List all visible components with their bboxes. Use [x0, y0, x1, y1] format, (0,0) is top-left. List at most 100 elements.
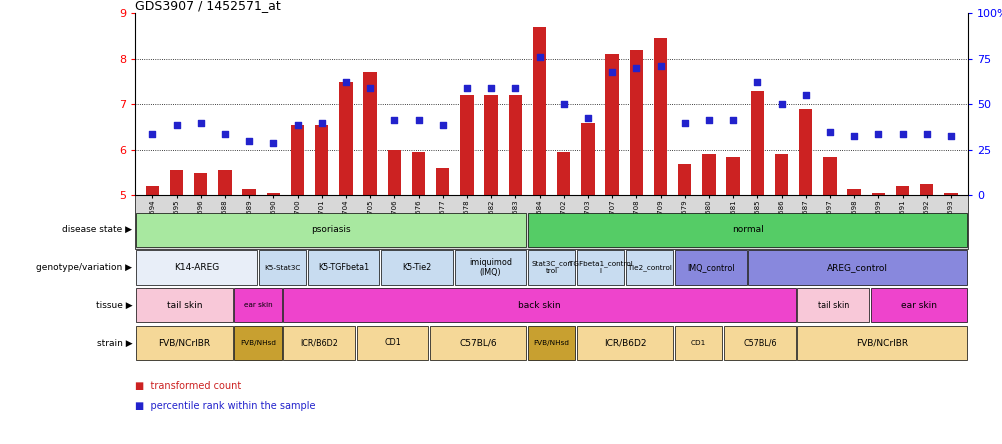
Bar	[388, 150, 401, 195]
Point	[773, 101, 789, 108]
Bar	[581, 123, 594, 195]
Text: strain ▶: strain ▶	[96, 338, 132, 348]
Bar	[267, 193, 280, 195]
Bar	[508, 95, 521, 195]
Bar	[919, 184, 933, 195]
Bar	[484, 95, 497, 195]
Point	[144, 131, 160, 138]
Bar	[749, 91, 764, 195]
Point	[894, 131, 910, 138]
Bar	[629, 50, 642, 195]
Bar	[315, 125, 328, 195]
Point	[240, 137, 257, 144]
Bar	[943, 193, 957, 195]
Point	[531, 53, 547, 60]
Bar	[218, 170, 231, 195]
Text: CD1: CD1	[384, 338, 401, 348]
Bar	[847, 189, 860, 195]
Text: tail skin: tail skin	[817, 301, 848, 310]
Text: ear skin: ear skin	[900, 301, 936, 310]
Bar	[194, 173, 207, 195]
Point	[627, 64, 643, 71]
Point	[410, 117, 426, 124]
Text: FVB/NHsd: FVB/NHsd	[533, 340, 569, 346]
Text: K5-Tie2: K5-Tie2	[402, 263, 431, 272]
Text: AREG_control: AREG_control	[827, 263, 888, 272]
Point	[314, 119, 330, 126]
Bar	[291, 125, 304, 195]
Text: CD1: CD1	[690, 340, 705, 346]
Point	[676, 119, 692, 126]
Point	[290, 121, 306, 128]
Bar	[725, 157, 739, 195]
Bar	[653, 38, 666, 195]
Text: psoriasis: psoriasis	[312, 225, 351, 234]
Point	[266, 139, 282, 147]
Point	[216, 131, 232, 138]
Text: ICR/B6D2: ICR/B6D2	[300, 338, 338, 348]
Bar	[823, 157, 836, 195]
Text: C57BL/6: C57BL/6	[742, 338, 776, 348]
Bar	[701, 155, 714, 195]
Point	[652, 62, 668, 69]
Bar	[460, 95, 473, 195]
Bar	[605, 54, 618, 195]
Text: ICR/B6D2: ICR/B6D2	[603, 338, 645, 348]
Point	[192, 119, 208, 126]
Text: ■  transformed count: ■ transformed count	[135, 381, 241, 391]
Bar	[169, 170, 183, 195]
Text: Tie2_control: Tie2_control	[627, 264, 671, 271]
Point	[846, 133, 862, 140]
Text: imiquimod
(IMQ): imiquimod (IMQ)	[469, 258, 511, 277]
Point	[434, 121, 450, 128]
Bar	[145, 186, 159, 195]
Text: ear skin: ear skin	[243, 302, 272, 308]
Text: C57BL/6: C57BL/6	[459, 338, 497, 348]
Text: FVB/NHsd: FVB/NHsd	[239, 340, 276, 346]
Point	[386, 117, 402, 124]
Text: K14-AREG: K14-AREG	[173, 263, 219, 272]
Text: tail skin: tail skin	[166, 301, 202, 310]
Bar	[412, 152, 425, 195]
Bar	[775, 155, 788, 195]
Bar	[799, 109, 812, 195]
Text: TGFbeta1_control
l: TGFbeta1_control l	[568, 261, 632, 274]
Bar	[242, 189, 256, 195]
Point	[748, 78, 765, 85]
Point	[724, 117, 740, 124]
Bar	[532, 27, 546, 195]
Text: ■  percentile rank within the sample: ■ percentile rank within the sample	[135, 401, 316, 411]
Point	[700, 117, 716, 124]
Bar	[895, 186, 908, 195]
Point	[555, 101, 571, 108]
Point	[918, 131, 934, 138]
Point	[870, 131, 886, 138]
Point	[483, 85, 499, 92]
Text: FVB/NCrIBR: FVB/NCrIBR	[856, 338, 908, 348]
Text: K5-Stat3C: K5-Stat3C	[264, 265, 301, 270]
Text: IMQ_control: IMQ_control	[686, 263, 733, 272]
Point	[168, 121, 184, 128]
Bar	[677, 163, 690, 195]
Point	[579, 115, 595, 122]
Point	[797, 92, 813, 99]
Text: Stat3C_con
trol: Stat3C_con trol	[531, 261, 571, 274]
Point	[942, 133, 958, 140]
Text: back skin: back skin	[518, 301, 560, 310]
Bar	[556, 152, 570, 195]
Text: disease state ▶: disease state ▶	[62, 225, 132, 234]
Text: GDS3907 / 1452571_at: GDS3907 / 1452571_at	[135, 0, 281, 12]
Text: normal: normal	[730, 225, 763, 234]
Text: tissue ▶: tissue ▶	[95, 301, 132, 310]
Point	[362, 85, 378, 92]
Text: FVB/NCrIBR: FVB/NCrIBR	[158, 338, 210, 348]
Bar	[436, 168, 449, 195]
Point	[507, 85, 523, 92]
Point	[603, 69, 619, 76]
Text: genotype/variation ▶: genotype/variation ▶	[36, 263, 132, 272]
Point	[338, 78, 354, 85]
Point	[821, 128, 837, 135]
Bar	[363, 72, 377, 195]
Point	[459, 85, 475, 92]
Bar	[871, 193, 884, 195]
